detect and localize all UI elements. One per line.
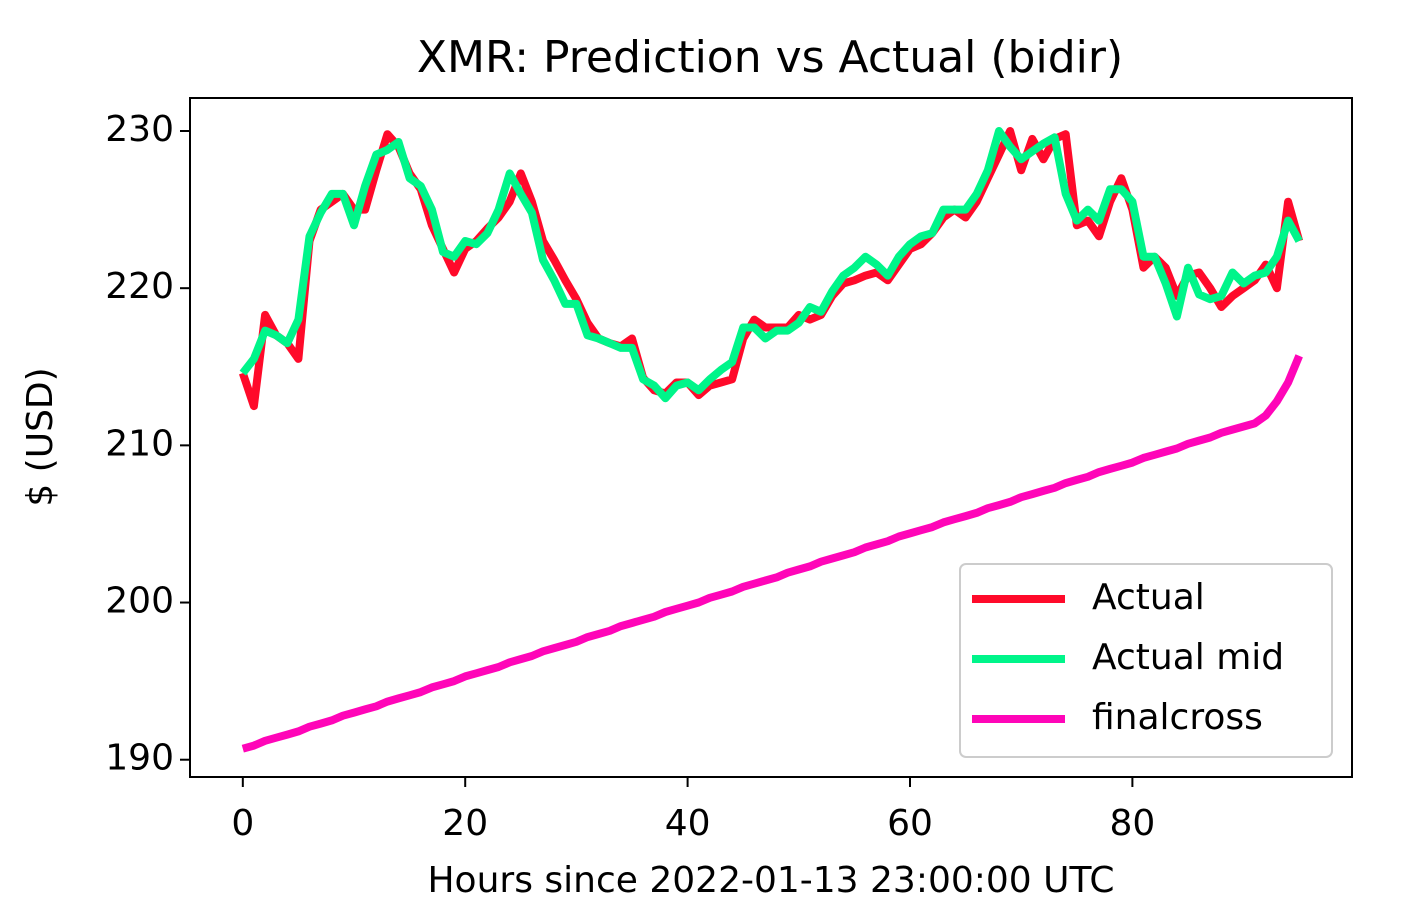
legend-label: finalcross <box>1092 697 1263 738</box>
y-tick-label: 220 <box>105 266 174 307</box>
y-tick-label: 190 <box>105 738 174 779</box>
x-tick-label: 20 <box>442 803 488 844</box>
x-tick-label: 80 <box>1109 803 1155 844</box>
x-axis-label: Hours since 2022-01-13 23:00:00 UTC <box>427 860 1114 901</box>
plot-frame <box>189 97 1353 778</box>
legend-box <box>959 563 1333 758</box>
y-axis-label: $ (USD) <box>20 367 61 506</box>
series-line <box>241 354 1303 753</box>
series-line <box>239 127 1303 403</box>
x-tick-label: 40 <box>665 803 711 844</box>
y-tick-label: 230 <box>105 109 174 150</box>
chart-title: XMR: Prediction vs Actual (bidir) <box>417 32 1123 83</box>
y-tick-label: 210 <box>105 423 174 464</box>
series-line <box>239 127 1304 411</box>
x-tick-label: 0 <box>231 803 254 844</box>
legend-label: Actual mid <box>1092 637 1284 678</box>
legend-label: Actual <box>1092 577 1205 618</box>
x-tick-label: 60 <box>887 803 933 844</box>
y-tick-label: 200 <box>105 581 174 622</box>
